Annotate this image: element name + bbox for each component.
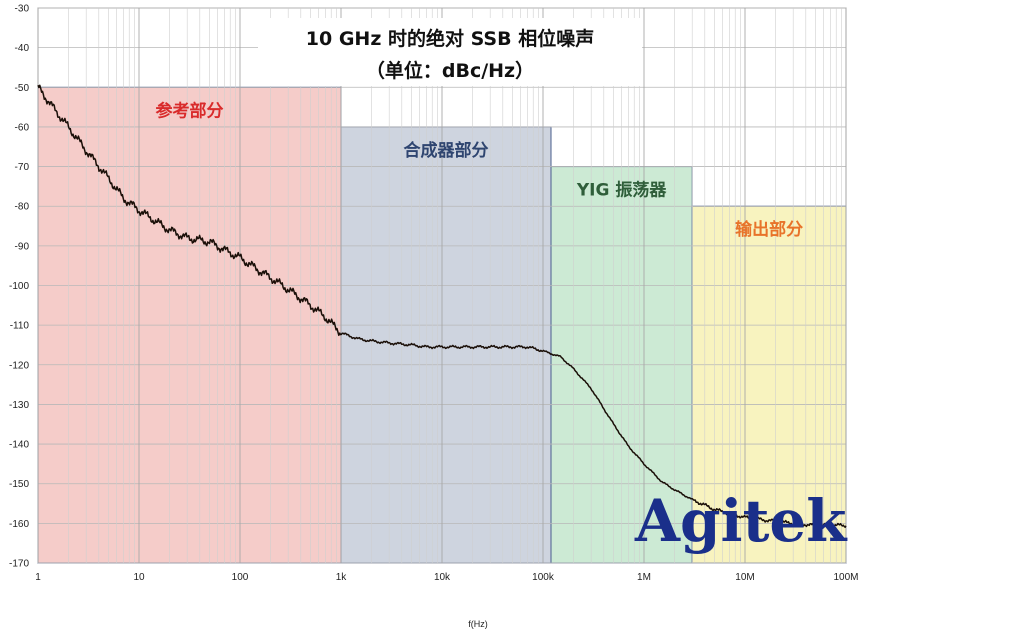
y-tick-label: -90 xyxy=(15,241,30,252)
y-tick-label: -70 xyxy=(15,162,30,173)
series-line-0 xyxy=(37,84,847,528)
y-tick-label: -50 xyxy=(15,83,30,94)
x-tick-label: 100 xyxy=(232,572,249,583)
title-box xyxy=(258,18,642,86)
y-tick-label: -30 xyxy=(15,4,30,15)
y-tick-label: -150 xyxy=(9,479,29,490)
x-tick-label: 1k xyxy=(336,572,348,583)
y-tick-label: -40 xyxy=(15,43,30,54)
y-tick-label: -120 xyxy=(9,360,29,371)
x-tick-label: 100k xyxy=(532,572,555,583)
region-label-2: YIG 振荡器 xyxy=(576,180,668,201)
x-tick-label: 1 xyxy=(35,572,41,583)
x-tick-label: 10M xyxy=(735,572,754,583)
region-label-1: 合成器部分 xyxy=(403,140,488,161)
chart-subtitle: （单位：dBc/Hz） xyxy=(366,59,534,82)
x-tick-label: 10 xyxy=(133,572,145,583)
region-1 xyxy=(340,126,552,564)
y-tick-label: -110 xyxy=(10,321,30,332)
agitek-watermark: Agitek xyxy=(634,487,848,555)
y-tick-label: -170 xyxy=(9,559,29,570)
x-tick-label: 10k xyxy=(434,572,451,583)
y-tick-label: -60 xyxy=(15,122,30,133)
x-tick-label: 1M xyxy=(637,572,651,583)
chart-title: 10 GHz 时的绝对 SSB 相位噪声 xyxy=(306,27,594,50)
region-label-3: 输出部分 xyxy=(735,219,803,240)
x-axis-label: f(Hz) xyxy=(468,619,488,629)
y-tick-label: -80 xyxy=(15,202,30,213)
grid-lines xyxy=(37,7,847,564)
x-tick-label: 100M xyxy=(833,572,858,583)
x-tick-labels: 1 10 100 1k 10k 100k 1M 10M 100M xyxy=(35,572,858,583)
y-tick-labels: -30 -40 -50 -60 -70 -80 -90 -100 -110 -120 -130 -14… xyxy=(9,4,29,570)
region-label-0: 参考部分 xyxy=(156,100,224,121)
y-tick-label: -100 xyxy=(9,281,29,292)
y-tick-label: -140 xyxy=(9,440,29,451)
y-tick-label: -160 xyxy=(9,519,29,530)
y-tick-label: -130 xyxy=(9,400,29,411)
series-group xyxy=(37,84,847,528)
